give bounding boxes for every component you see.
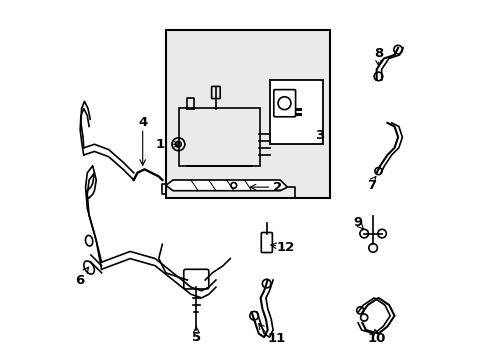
Polygon shape <box>165 180 287 191</box>
Text: 5: 5 <box>191 331 201 344</box>
Text: 10: 10 <box>367 333 385 346</box>
FancyBboxPatch shape <box>269 80 323 144</box>
Text: 11: 11 <box>267 333 285 346</box>
Text: 6: 6 <box>76 274 84 287</box>
Text: 2: 2 <box>272 181 282 194</box>
Text: 9: 9 <box>353 216 362 229</box>
Text: 12: 12 <box>276 241 294 255</box>
Text: 8: 8 <box>373 47 382 60</box>
Text: 3: 3 <box>314 129 324 142</box>
FancyBboxPatch shape <box>165 30 329 198</box>
Text: 7: 7 <box>366 179 375 192</box>
Text: 4: 4 <box>138 116 147 129</box>
Text: 1: 1 <box>156 138 165 151</box>
